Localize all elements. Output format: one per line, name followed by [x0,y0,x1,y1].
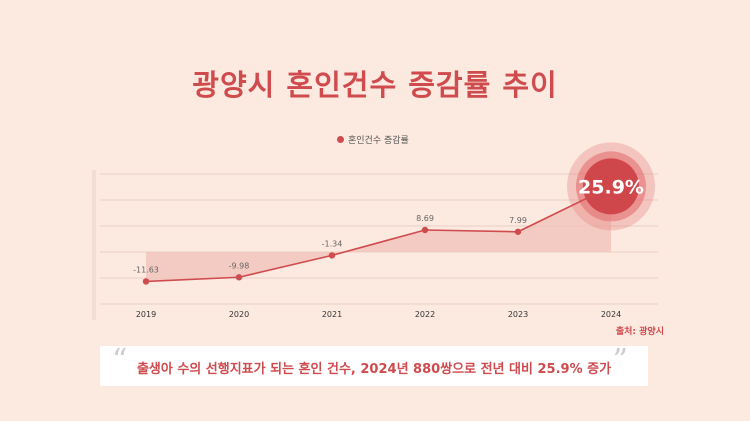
data-point [235,274,243,281]
page-title: 광양시 혼인건수 증감률 추이 [192,68,558,102]
area-fill [146,186,611,282]
legend-marker [337,136,344,143]
chart-legend: 혼인건수 증감률 [337,133,409,146]
data-point [328,252,336,259]
data-label: 7.99 [509,216,527,225]
data-label: -9.98 [229,261,250,270]
highlight-data-label: 25.9% [578,176,644,198]
x-tick-label: 2020 [229,310,249,319]
series-line [145,185,612,283]
data-label: 8.69 [416,214,434,223]
x-tick-label: 2024 [601,310,621,319]
close-quote-icon: ” [612,343,628,378]
summary-quote-text: 출생아 수의 선행지표가 되는 혼인 건수, 2024년 880쌍으로 전년 대… [136,362,612,377]
data-point [514,228,522,235]
summary-quote-box: “ 출생아 수의 선행지표가 되는 혼인 건수, 2024년 880쌍으로 전년… [100,346,648,386]
x-tick-label: 2019 [136,310,156,319]
source-note: 출처: 광양시 [615,327,664,337]
data-point [421,226,429,234]
x-tick-label: 2021 [322,310,342,319]
x-tick-label: 2022 [415,310,435,319]
legend-label: 혼인건수 증감률 [348,136,409,146]
data-label: -11.63 [133,265,159,274]
data-point [142,278,150,285]
open-quote-icon: “ [112,343,128,378]
decorative-bar [92,170,96,320]
x-tick-label: 2023 [508,310,528,319]
data-label: -1.34 [322,239,343,248]
